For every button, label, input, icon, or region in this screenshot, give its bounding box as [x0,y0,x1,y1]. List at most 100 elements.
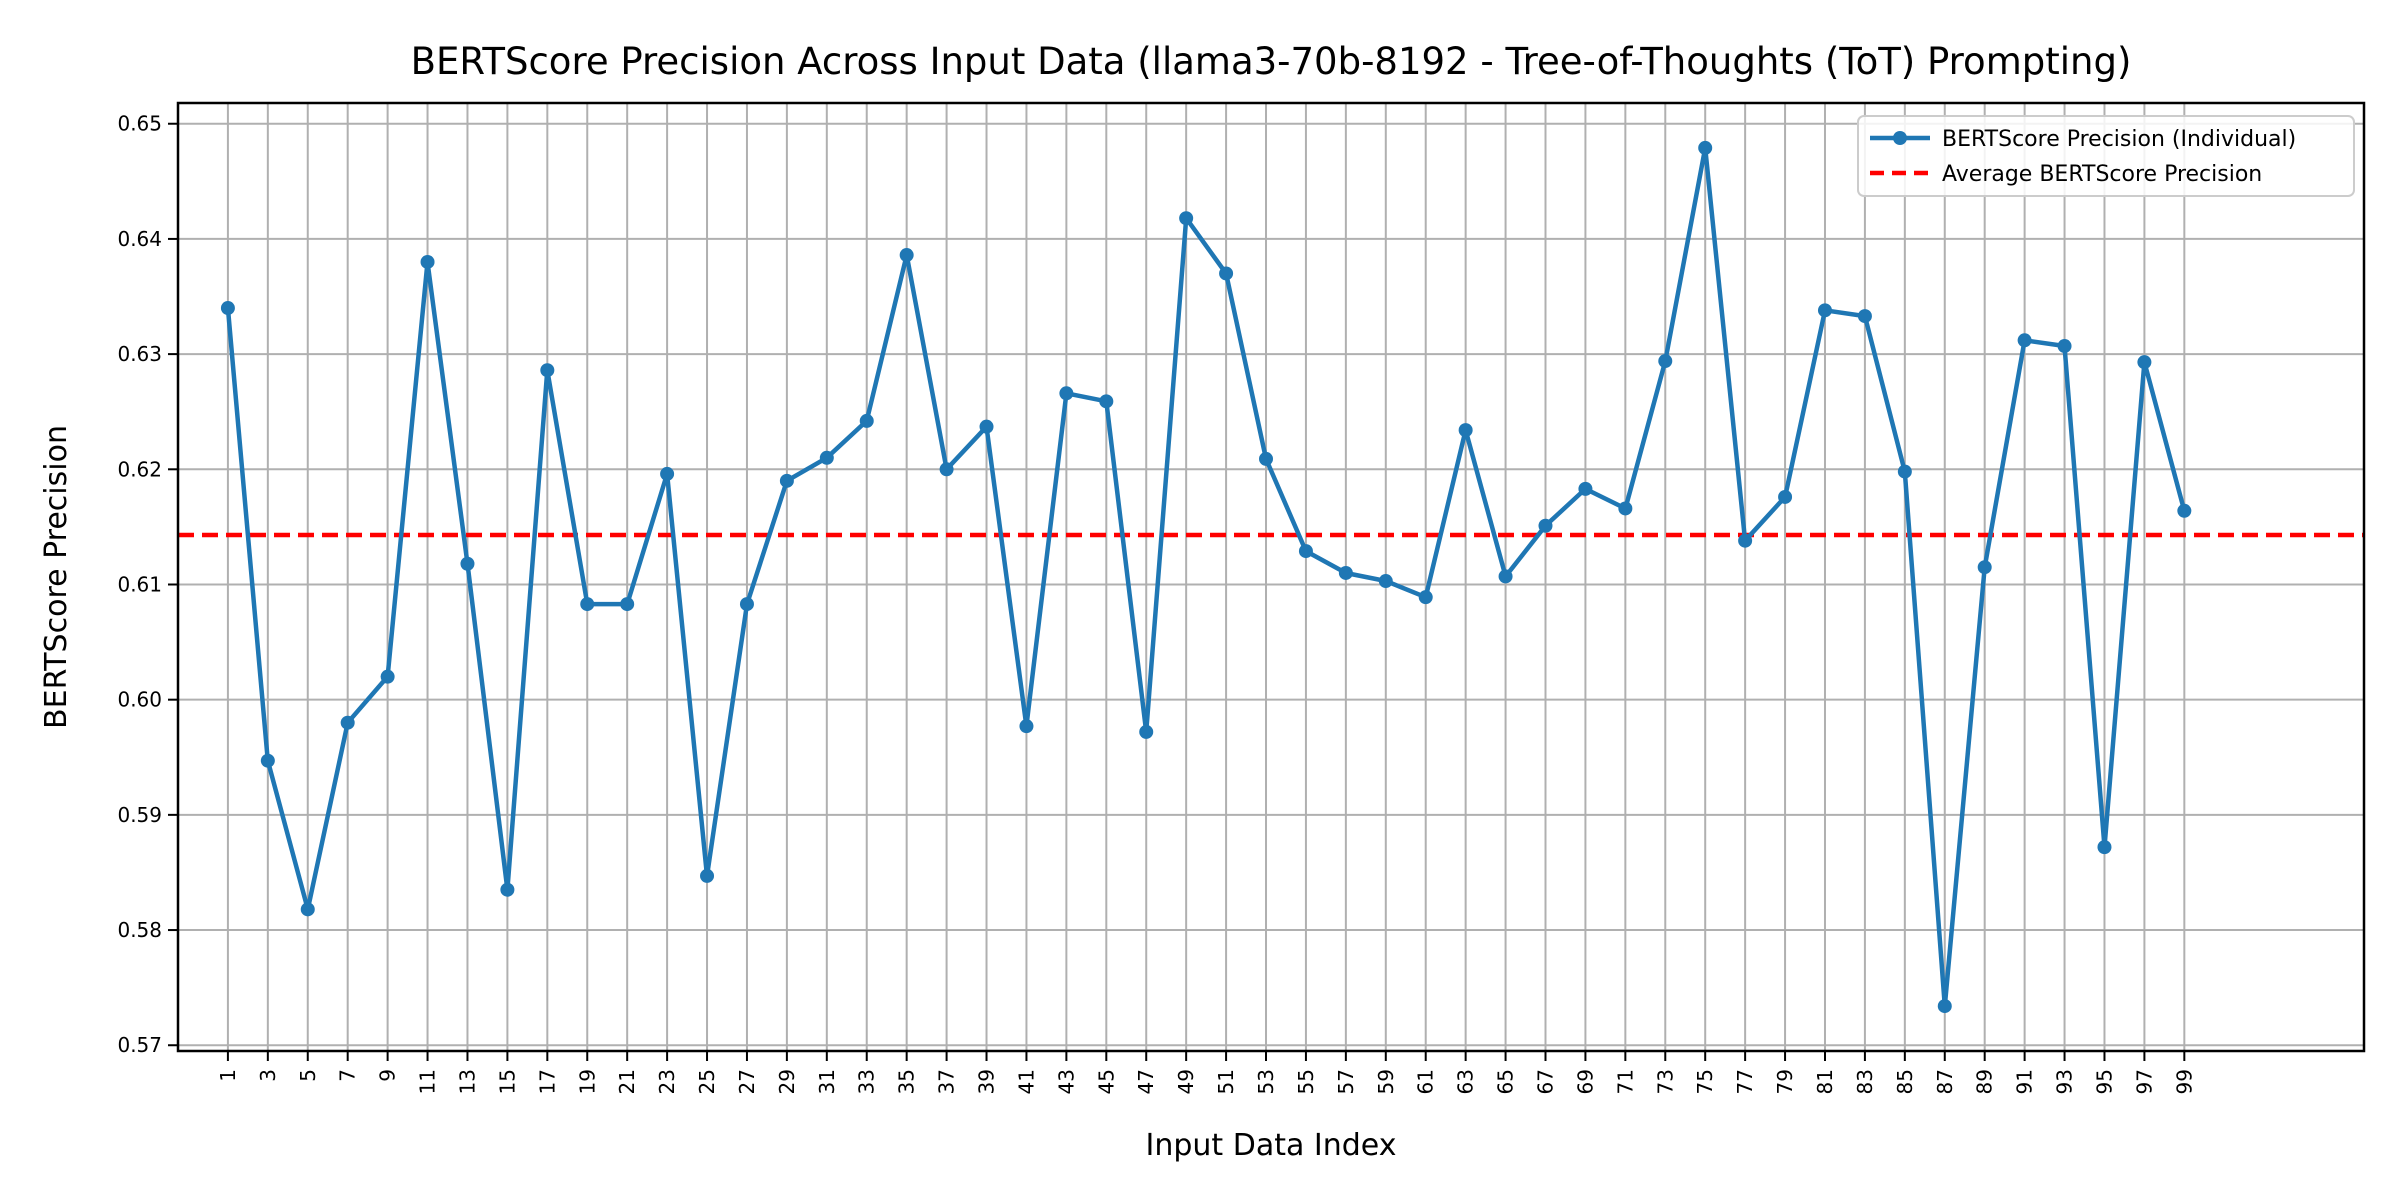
x-tick-label: 99 [2172,1069,2196,1094]
data-point [580,597,595,612]
y-tick-label: 0.65 [117,112,162,136]
data-point [1897,464,1912,479]
x-tick-label: 77 [1733,1069,1757,1094]
data-point [1857,309,1872,324]
x-tick-label: 47 [1134,1069,1158,1094]
x-tick-label: 17 [535,1069,559,1094]
x-tick-label: 11 [416,1069,440,1094]
data-point [1099,394,1114,409]
y-tick-label: 0.64 [117,227,162,251]
data-point [2057,339,2072,354]
data-point [620,597,635,612]
x-tick-label: 63 [1454,1069,1478,1094]
data-point [2097,840,2112,855]
data-point [340,715,355,730]
x-tick-label: 7 [336,1069,360,1082]
x-tick-label: 79 [1773,1069,1797,1094]
axes-frame [176,101,2366,1053]
data-point [739,597,754,612]
data-point [819,450,834,465]
x-tick-label: 19 [575,1069,599,1094]
x-tick-label: 3 [256,1069,280,1082]
data-point [1937,999,1952,1014]
data-point [1019,719,1034,734]
plot-background [178,103,2364,1051]
x-tick-label: 1 [216,1069,240,1082]
data-point [2177,503,2192,518]
grid-lines [178,103,2364,1051]
data-point [859,413,874,428]
x-tick-label: 33 [855,1069,879,1094]
x-tick-label: 95 [2092,1069,2116,1094]
data-point [2137,355,2152,370]
x-tick-label: 15 [495,1069,519,1094]
data-point [540,363,555,378]
data-point [1219,266,1234,281]
data-point [939,462,954,477]
data-point [460,556,475,571]
data-point [700,868,715,883]
legend-box [1857,115,2355,197]
x-tick-label: 55 [1294,1069,1318,1094]
x-tick-label: 73 [1653,1069,1677,1094]
x-tick-label: 59 [1374,1069,1398,1094]
data-point [1259,451,1274,466]
data-point [1338,565,1353,580]
y-tick-label: 0.60 [117,688,162,712]
data-point [300,902,315,917]
legend-label-individual: BERTScore Precision (Individual) [1942,127,2296,152]
legend: BERTScore Precision (Individual) Average … [1857,115,2355,197]
legend-marker-individual [1893,131,1907,145]
x-tick-label: 35 [895,1069,919,1094]
y-tick-label: 0.59 [117,803,162,827]
data-point [1179,211,1194,226]
data-point [1977,560,1992,575]
data-point [2017,333,2032,348]
x-tick-label: 67 [1533,1069,1557,1094]
data-point [260,753,275,768]
x-tick-label: 51 [1214,1069,1238,1094]
data-point [1817,303,1832,318]
x-tick-label: 27 [735,1069,759,1094]
chart-title: BERTScore Precision Across Input Data (l… [411,40,2132,83]
data-point [1498,569,1513,584]
x-tick-label: 93 [2053,1069,2077,1094]
x-tick-label: 81 [1813,1069,1837,1094]
x-tick-label: 41 [1014,1069,1038,1094]
x-tick-label: 37 [935,1069,959,1094]
x-tick-label: 69 [1573,1069,1597,1094]
x-tick-label: 39 [975,1069,999,1094]
data-point [1778,489,1793,504]
x-tick-label: 25 [695,1069,719,1094]
data-point [1298,544,1313,559]
x-tick-label: 57 [1334,1069,1358,1094]
data-point [1578,481,1593,496]
y-tick-label: 0.58 [117,918,162,942]
plot-area: 0.570.580.590.600.610.620.630.640.651 3 5 7… [117,101,2366,1094]
x-tick-label: 29 [775,1069,799,1094]
x-tick-label: 53 [1254,1069,1278,1094]
data-point [500,882,515,897]
data-point [899,248,914,263]
x-tick-label: 85 [1893,1069,1917,1094]
x-tick-label: 83 [1853,1069,1877,1094]
data-point [1538,518,1553,533]
series-markers [220,140,2192,1014]
x-tick-label: 89 [1973,1069,1997,1094]
x-tick-label: 23 [655,1069,679,1094]
data-point [1738,533,1753,548]
x-tick-label: 45 [1094,1069,1118,1094]
x-tick-label: 97 [2132,1069,2156,1094]
data-point [420,254,435,269]
data-point [1618,501,1633,516]
data-point [1139,724,1154,739]
data-point [779,473,794,488]
x-tick-label: 9 [376,1069,400,1082]
x-tick-label: 31 [815,1069,839,1094]
x-tick-label: 87 [1933,1069,1957,1094]
y-axis-label: BERTScore Precision [39,425,74,729]
y-tick-label: 0.57 [117,1033,162,1057]
data-point [660,466,675,481]
x-tick-label: 61 [1414,1069,1438,1094]
